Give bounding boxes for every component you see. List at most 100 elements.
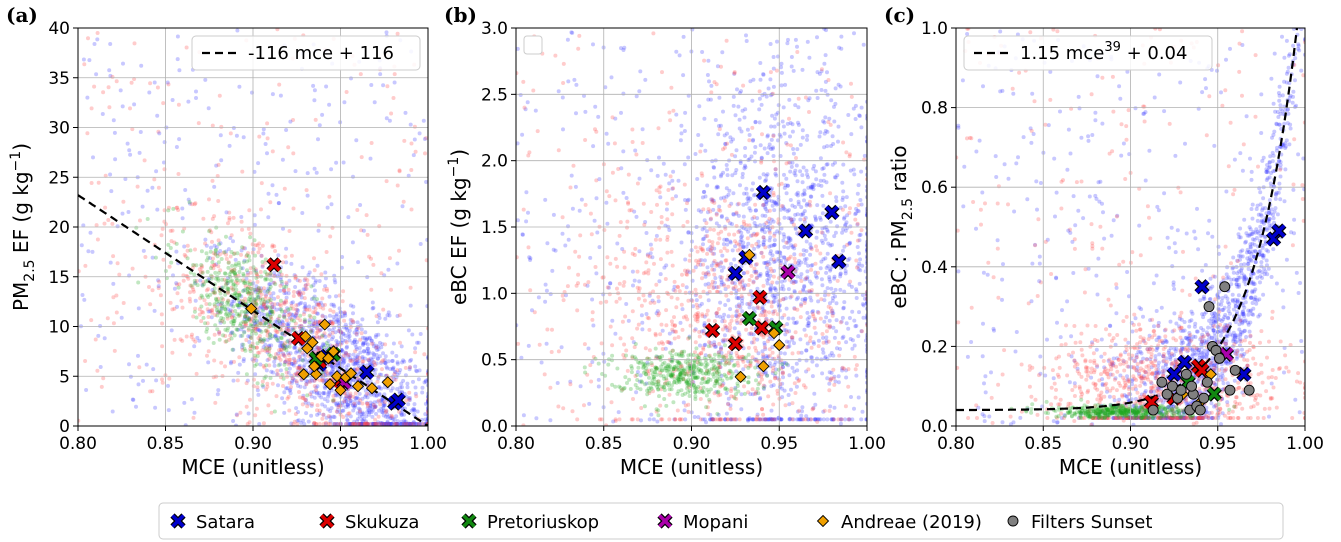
legend-marker-satara <box>170 513 186 529</box>
marker-satara <box>1176 354 1193 370</box>
y-tick-label: 35 <box>48 69 70 89</box>
y-label-b-end: ) <box>447 149 471 157</box>
marker-andreae-2019 <box>327 345 340 358</box>
x-tick-label: 0.85 <box>585 434 623 454</box>
x-tick-label: 0.90 <box>673 434 711 454</box>
y-tick-label: 0.8 <box>921 99 948 119</box>
empty-legend-box-b <box>523 35 543 55</box>
fit-curve <box>956 28 1299 412</box>
legend-marker-pretoriuskop <box>461 513 477 529</box>
x-tick-label: 1.00 <box>409 434 447 454</box>
fit-legend-box-c <box>963 35 1213 71</box>
grid-lines-b <box>515 27 868 427</box>
panel-label-a: (a) <box>6 3 38 27</box>
x-tick-label: 1.00 <box>848 434 886 454</box>
x-axis-label-c: MCE (unitless) <box>1059 455 1202 479</box>
marker-filters-sunset <box>1186 380 1198 392</box>
marker-filters-sunset <box>1156 376 1168 388</box>
y-label-a-main: PM <box>9 282 33 311</box>
marker-andreae-2019 <box>734 370 747 384</box>
legend-label: Mopani <box>683 512 748 533</box>
x-ticks-b: 0.80 0.85 0.90 0.95 1.00 <box>497 426 886 454</box>
y-axis-label-c: eBC : PM2.5 ratio <box>887 145 916 308</box>
legend-marker-mopani <box>657 513 673 529</box>
marker-andreae-2019 <box>318 318 331 331</box>
marker-filters-sunset <box>1147 404 1159 416</box>
marker-andreae-2019 <box>334 384 347 397</box>
marker-satara <box>824 204 840 221</box>
y-label-b-sup: −1 <box>446 157 462 178</box>
marker-andreae-2019 <box>309 368 323 381</box>
y-axis-label-a: PM2.5 EF (g kg−1) <box>8 143 38 311</box>
marker-pretoriuskop <box>741 310 758 327</box>
marker-satara <box>727 265 743 282</box>
marker-andreae-2019 <box>757 360 770 373</box>
y-tick-label: 3.0 <box>481 19 508 39</box>
legend-marker-filters-sunset <box>1007 515 1019 527</box>
marker-satara <box>359 364 375 380</box>
panel-c: 0.80 0.85 0.90 0.95 1.00 0.00.20.40.60.81.0 … <box>884 3 1324 479</box>
marker-mopani <box>780 264 796 280</box>
y-tick-label: 15 <box>48 268 70 288</box>
marker-andreae-2019 <box>330 370 344 383</box>
marker-andreae-2019 <box>299 330 312 343</box>
y-tick-label: 40 <box>48 19 70 39</box>
marker-satara <box>755 184 772 201</box>
legend-entry-satara: Satara <box>170 512 255 533</box>
legend-entry-mopani: Mopani <box>657 512 748 533</box>
marker-andreae-2019 <box>351 380 365 393</box>
marker-skukuza <box>754 320 770 336</box>
data-markers-b <box>704 184 847 384</box>
legend-entry-filters-sunset: Filters Sunset <box>1007 512 1152 533</box>
y-tick-label: 20 <box>48 218 70 238</box>
marker-andreae-2019 <box>344 367 358 380</box>
legend-entry-andreae-2019: Andreae (2019) <box>816 512 982 533</box>
marker-andreae-2019 <box>308 360 321 373</box>
grid-lines-c <box>955 27 1306 427</box>
x-tick-label: 0.95 <box>760 434 798 454</box>
marker-satara <box>797 223 814 239</box>
marker-satara <box>1194 279 1210 295</box>
marker-filters-sunset <box>1166 380 1178 392</box>
y-tick-label: 2.0 <box>481 152 508 172</box>
y-tick-label: 1.0 <box>921 19 948 39</box>
y-tick-label: 0.0 <box>481 417 508 437</box>
marker-filters-sunset <box>1219 281 1231 293</box>
legend-entry-skukuza: Skukuza <box>319 512 419 533</box>
panel-b: 0.80 0.85 0.90 0.95 1.00 0.0 0.5 1.0 1.5 2.0 2.5 3… <box>444 3 886 479</box>
legend-label: Filters Sunset <box>1031 512 1152 533</box>
series-legend-entries: Satara Skukuza Pretoriuskop Mopani Andreae (… <box>170 512 1152 533</box>
y-tick-label: 1.5 <box>481 218 508 238</box>
y-tick-label: 5 <box>59 367 70 387</box>
y-tick-label: 10 <box>48 318 70 338</box>
x-ticks-a: 0.80 0.85 0.90 0.95 1.00 <box>59 426 447 454</box>
legend-entry-pretoriuskop: Pretoriuskop <box>461 512 599 533</box>
fit-line-c <box>956 28 1299 412</box>
marker-filters-sunset <box>1198 392 1210 404</box>
x-tick-label: 0.80 <box>937 434 975 454</box>
marker-andreae-2019 <box>743 248 756 261</box>
marker-skukuza <box>752 289 768 305</box>
marker-filters-sunset <box>1224 384 1236 396</box>
x-tick-label: 0.85 <box>1024 434 1062 454</box>
panel-a: 0.80 0.85 0.90 0.95 1.00 0 5 10 15 20 25 30 35 40 (a… <box>6 3 447 479</box>
fit-legend-c: 1.15 mce39 + 0.04 <box>963 35 1213 71</box>
marker-satara <box>1166 366 1182 382</box>
fit-legend-c-main: 1.15 mce <box>1020 43 1104 64</box>
series-legend: Satara Skukuza Pretoriuskop Mopani Andreae (… <box>158 502 1284 540</box>
y-tick-label: 0.5 <box>481 351 508 371</box>
marker-filters-sunset <box>1229 364 1241 376</box>
y-tick-label: 0 <box>59 417 70 437</box>
marker-satara <box>390 392 406 408</box>
y-label-a-sub: 2.5 <box>22 259 38 281</box>
marker-pretoriuskop <box>1206 386 1222 402</box>
legend-marker-skukuza <box>319 513 335 529</box>
y-label-a-rest: EF (g kg <box>9 171 33 259</box>
x-tick-label: 0.90 <box>1112 434 1150 454</box>
legend-label: Skukuza <box>345 512 419 533</box>
y-label-c-sub: 2.5 <box>900 198 916 220</box>
x-tick-label: 1.00 <box>1286 434 1324 454</box>
marker-filters-sunset <box>1180 368 1192 380</box>
marker-andreae-2019 <box>773 338 786 352</box>
data-markers-a <box>245 257 406 411</box>
